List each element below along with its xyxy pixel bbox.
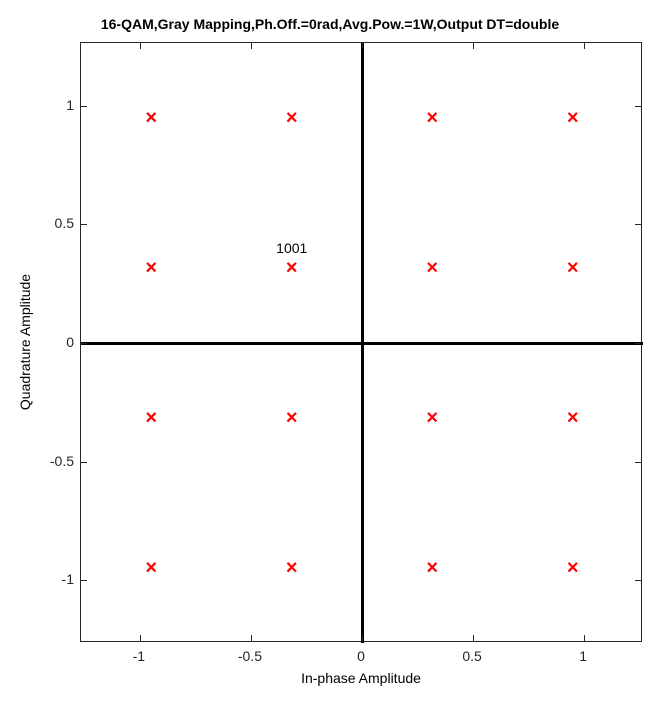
y-tick-label: 1: [44, 97, 74, 113]
y-tick-mark: [81, 343, 87, 344]
constellation-point: ×: [426, 558, 438, 578]
y-tick-mark-right: [635, 343, 641, 344]
constellation-point: ×: [145, 258, 157, 278]
constellation-point: ×: [567, 258, 579, 278]
x-tick-label: 1: [579, 648, 587, 664]
x-tick-label: -0.5: [238, 648, 262, 664]
x-tick-mark: [473, 635, 474, 641]
y-tick-mark-right: [635, 462, 641, 463]
x-tick-mark-top: [140, 43, 141, 49]
constellation-point: ×: [567, 558, 579, 578]
x-tick-mark-top: [251, 43, 252, 49]
y-tick-mark-right: [635, 580, 641, 581]
chart-title: 16-QAM,Gray Mapping,Ph.Off.=0rad,Avg.Pow…: [0, 16, 660, 32]
x-tick-label: 0: [357, 648, 365, 664]
y-tick-mark-right: [635, 224, 641, 225]
x-tick-label: 0.5: [462, 648, 481, 664]
constellation-point: ×: [567, 408, 579, 428]
x-tick-label: -1: [133, 648, 145, 664]
constellation-point: ×: [286, 258, 298, 278]
y-tick-label: -0.5: [44, 453, 74, 469]
x-tick-mark-top: [362, 43, 363, 49]
constellation-point: ×: [426, 108, 438, 128]
x-tick-mark: [140, 635, 141, 641]
constellation-point: ×: [567, 108, 579, 128]
x-tick-mark: [362, 635, 363, 641]
x-tick-mark: [584, 635, 585, 641]
x-axis-label: In-phase Amplitude: [301, 670, 421, 686]
y-tick-mark: [81, 580, 87, 581]
y-tick-mark: [81, 462, 87, 463]
constellation-point: ×: [426, 408, 438, 428]
y-tick-mark: [81, 106, 87, 107]
plot-area: × × × × × × × × × × × × × × × × 1001: [80, 42, 642, 642]
y-tick-label: 0.5: [44, 215, 74, 231]
constellation-point: ×: [145, 408, 157, 428]
point-annotation: 1001: [276, 240, 307, 256]
x-tick-mark: [251, 635, 252, 641]
constellation-point: ×: [426, 258, 438, 278]
constellation-point: ×: [145, 558, 157, 578]
y-tick-mark-right: [635, 106, 641, 107]
constellation-point: ×: [286, 408, 298, 428]
x-tick-mark-top: [473, 43, 474, 49]
y-tick-label: 0: [44, 334, 74, 350]
y-axis-label: Quadrature Amplitude: [17, 274, 33, 410]
constellation-point: ×: [145, 108, 157, 128]
constellation-figure: 16-QAM,Gray Mapping,Ph.Off.=0rad,Avg.Pow…: [0, 0, 660, 706]
constellation-point: ×: [286, 558, 298, 578]
x-tick-mark-top: [584, 43, 585, 49]
constellation-point: ×: [286, 108, 298, 128]
y-tick-label: -1: [44, 571, 74, 587]
zero-line-vertical: [361, 43, 364, 643]
y-tick-mark: [81, 224, 87, 225]
